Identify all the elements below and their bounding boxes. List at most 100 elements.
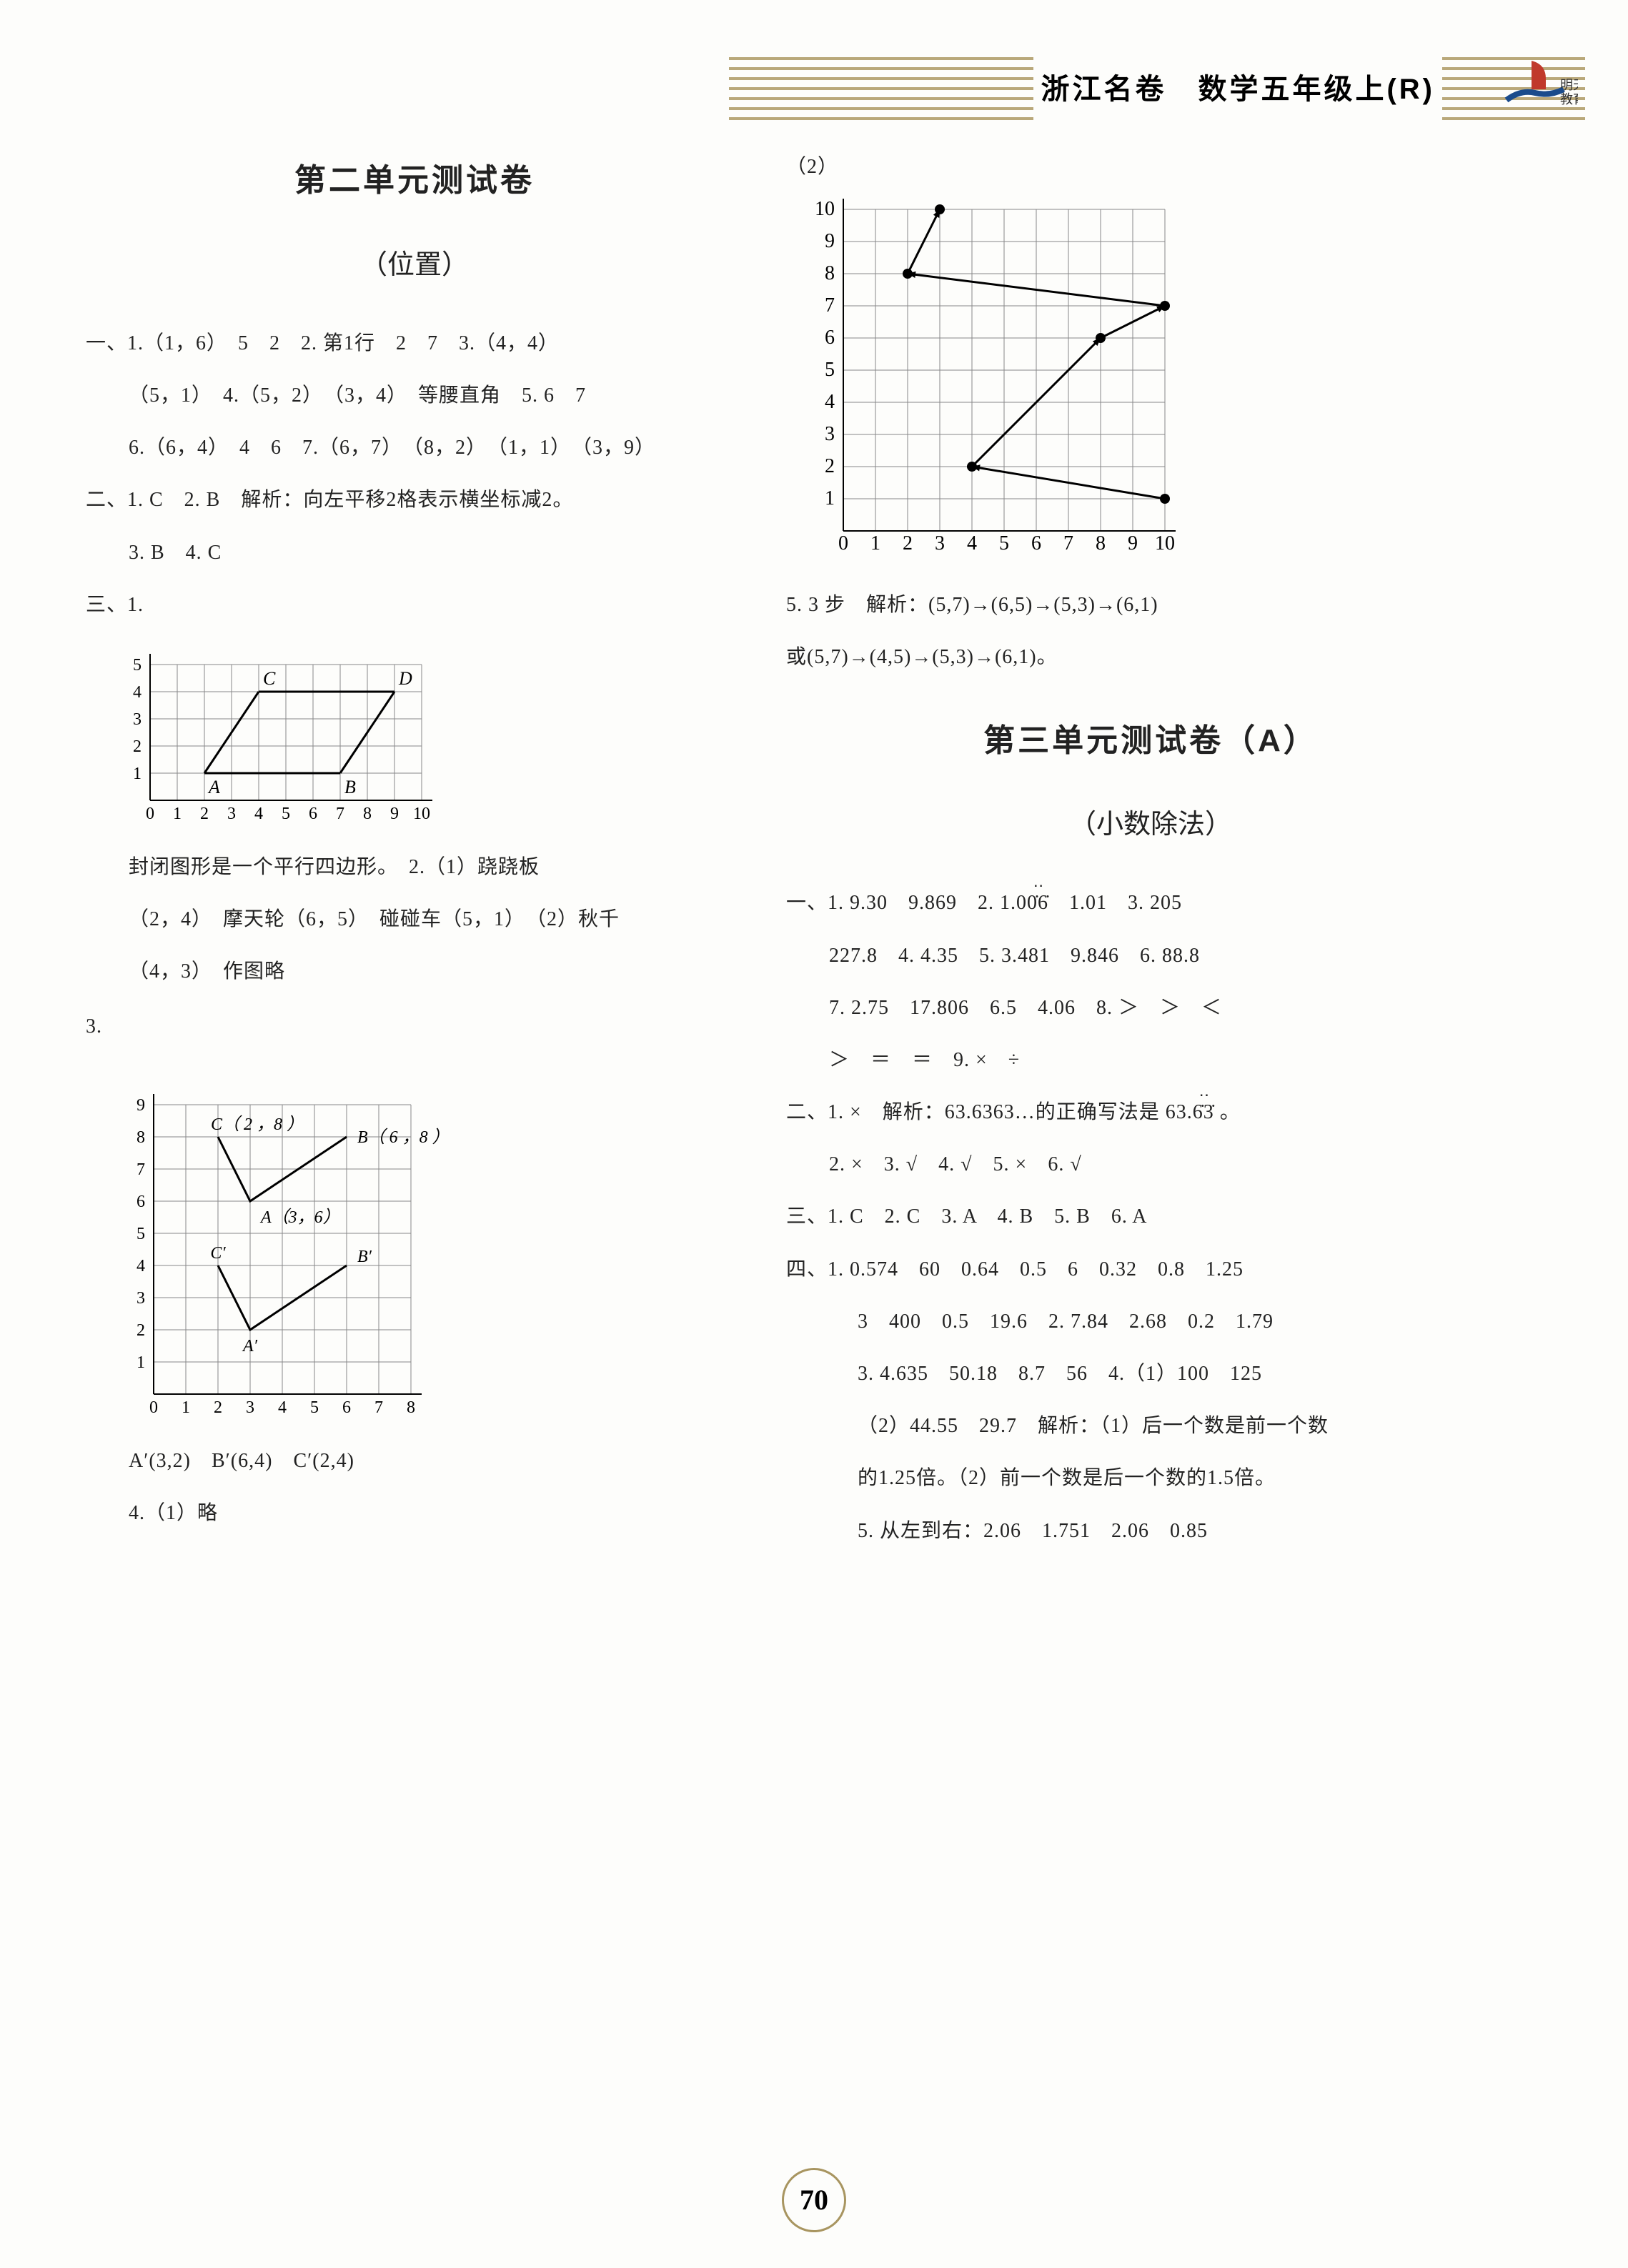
unit2-title: 第二单元测试卷 — [86, 143, 743, 219]
sec3-after2-l1: A′(3,2) B′(6,4) C′(2,4) — [86, 1437, 743, 1485]
svg-text:8: 8 — [825, 262, 835, 284]
sec3-after2-l2: 4.（1）略 — [86, 1489, 743, 1537]
sec3-after1-l3: （4，3） 作图略 — [86, 948, 743, 995]
u3s1-l4: ＞ ＝ ＝ 9. × ÷ — [786, 1036, 1515, 1084]
svg-text:0: 0 — [146, 805, 154, 823]
u3s1-l1: 一、1. 9.30 9.869 2. 1.00̇6̇ 1.01 3. 205 — [786, 879, 1515, 927]
svg-text:4: 4 — [967, 532, 977, 554]
u3s1-l3: 7. 2.75 17.806 6.5 4.06 8. ＞ ＞ ＜ — [786, 984, 1515, 1032]
unit3-title: 第三单元测试卷（A） — [786, 703, 1515, 779]
svg-text:5: 5 — [282, 805, 290, 823]
svg-text:C（ 2 ，8 ）: C（ 2 ，8 ） — [211, 1115, 304, 1134]
svg-text:B′: B′ — [357, 1248, 372, 1266]
svg-text:2: 2 — [825, 455, 835, 477]
sec3-after1-l2: （2，4） 摩天轮（6，5） 碰碰车（5，1） （2）秋千 — [86, 895, 743, 943]
two-column-layout: 第二单元测试卷 （位置） 一、1.（1，6） 5 2 2. 第1行 2 7 3.… — [86, 143, 1557, 1559]
svg-text:7: 7 — [374, 1398, 383, 1417]
u3s4-l2: 3 400 0.5 19.6 2. 7.84 2.68 0.2 1.79 — [786, 1298, 1515, 1346]
svg-text:3: 3 — [825, 423, 835, 445]
svg-text:C′: C′ — [210, 1244, 226, 1263]
sec1-line3: 6.（6，4） 4 6 7.（6，7） （8，2） （1，1） （3，9） — [86, 424, 743, 472]
svg-text:10: 10 — [1155, 532, 1175, 554]
sec3-q3-prefix: 3. — [86, 1003, 743, 1050]
svg-text:4: 4 — [278, 1398, 287, 1417]
chart1-parallelogram: 01234567891012345ABCD — [121, 643, 743, 829]
u3s4-l4: （2）44.55 29.7 解析：（1）后一个数是前一个数 — [786, 1402, 1515, 1450]
u3s2-l1a: 二、1. × 解析：63.6363…的正确写法是 63. — [786, 1101, 1193, 1123]
svg-text:4: 4 — [825, 391, 835, 413]
u3s3: 三、1. C 2. C 3. A 4. B 5. B 6. A — [786, 1193, 1515, 1240]
page-number-value: 70 — [800, 2166, 828, 2234]
sec1-line1: 一、1.（1，6） 5 2 2. 第1行 2 7 3.（4，4） — [86, 319, 743, 367]
svg-text:2: 2 — [200, 805, 209, 823]
svg-text:8: 8 — [1096, 532, 1106, 554]
svg-text:0: 0 — [838, 532, 848, 554]
svg-text:6: 6 — [137, 1193, 145, 1211]
svg-text:2: 2 — [214, 1398, 222, 1417]
repeat-dots-icon: 6̇3̇ — [1193, 1088, 1214, 1136]
u3s4-l6: 5. 从左到右：2.06 1.751 2.06 0.85 — [786, 1507, 1515, 1555]
svg-text:明天: 明天 — [1560, 78, 1578, 92]
svg-text:5: 5 — [310, 1398, 319, 1417]
svg-text:B: B — [344, 777, 356, 797]
svg-text:5: 5 — [137, 1225, 145, 1243]
svg-text:4: 4 — [137, 1257, 145, 1275]
svg-text:9: 9 — [390, 805, 399, 823]
repeat-dots-icon: 0̇6̇ — [1027, 879, 1048, 927]
svg-text:B（ 6 ，8 ）: B（ 6 ，8 ） — [357, 1128, 450, 1147]
svg-text:C: C — [263, 668, 276, 689]
svg-text:3: 3 — [227, 805, 236, 823]
svg-text:教育: 教育 — [1560, 92, 1578, 106]
svg-text:9: 9 — [825, 230, 835, 252]
svg-text:A: A — [207, 777, 220, 797]
svg-text:3: 3 — [935, 532, 945, 554]
header-band: 浙江名卷 数学五年级上(R) — [729, 57, 1585, 121]
svg-text:3: 3 — [246, 1398, 254, 1417]
svg-text:4: 4 — [254, 805, 263, 823]
svg-text:7: 7 — [825, 294, 835, 317]
svg-text:2: 2 — [137, 1321, 145, 1340]
svg-text:8: 8 — [363, 805, 372, 823]
sec1-line2: （5，1） 4.（5，2） （3，4） 等腰直角 5. 6 7 — [86, 372, 743, 419]
header-title: 浙江名卷 数学五年级上(R) — [1033, 55, 1442, 124]
q5-l2: 或(5,7)→(4,5)→(5,3)→(6,1)。 — [786, 633, 1515, 681]
unit3-subtitle: （小数除法） — [786, 792, 1515, 857]
svg-text:A′: A′ — [242, 1337, 258, 1356]
svg-text:D: D — [398, 668, 412, 689]
svg-text:5: 5 — [133, 656, 142, 675]
svg-text:2: 2 — [903, 532, 913, 554]
sec3-after1-l1: 封闭图形是一个平行四边形。 2.（1）跷跷板 — [86, 843, 743, 891]
page-number: 70 — [782, 2168, 846, 2232]
svg-text:3: 3 — [137, 1289, 145, 1308]
u3s4-l5: 的1.25倍。（2）前一个数是后一个数的1.5倍。 — [786, 1454, 1515, 1502]
q4-2-label: （2） — [786, 156, 838, 178]
svg-text:7: 7 — [1063, 532, 1073, 554]
svg-text:9: 9 — [137, 1096, 145, 1115]
u3s1-l1b: 1.01 3. 205 — [1048, 892, 1182, 914]
svg-text:3: 3 — [133, 710, 142, 729]
left-column: 第二单元测试卷 （位置） 一、1.（1，6） 5 2 2. 第1行 2 7 3.… — [86, 143, 743, 1559]
svg-text:1: 1 — [137, 1353, 145, 1372]
sec2-line1: 二、1. C 2. B 解析：向左平移2格表示横坐标减2。 — [86, 476, 743, 524]
svg-text:6: 6 — [1031, 532, 1041, 554]
sec3-prefix: 三、1. — [86, 581, 743, 629]
svg-text:1: 1 — [825, 487, 835, 509]
sec2-line2: 3. B 4. C — [86, 529, 743, 577]
svg-text:7: 7 — [137, 1160, 145, 1179]
svg-text:8: 8 — [407, 1398, 415, 1417]
svg-text:1: 1 — [182, 1398, 190, 1417]
svg-text:1: 1 — [133, 765, 142, 783]
svg-text:5: 5 — [999, 532, 1009, 554]
chart2-translate: 012345678123456789C（ 2 ，8 ）B（ 6 ，8 ）A（3，… — [121, 1065, 743, 1423]
u3s1-l2: 227.8 4. 4.35 5. 3.481 9.846 6. 88.8 — [786, 932, 1515, 980]
svg-text:10: 10 — [413, 805, 430, 823]
svg-text:0: 0 — [149, 1398, 158, 1417]
right-column: （2） 01234567891012345678910 5. 3 步 解析：(5… — [786, 143, 1515, 1559]
svg-text:2: 2 — [133, 737, 142, 756]
svg-text:6: 6 — [342, 1398, 351, 1417]
svg-text:8: 8 — [137, 1128, 145, 1147]
svg-text:1: 1 — [173, 805, 182, 823]
svg-text:7: 7 — [336, 805, 344, 823]
svg-text:6: 6 — [309, 805, 317, 823]
svg-text:1: 1 — [870, 532, 880, 554]
